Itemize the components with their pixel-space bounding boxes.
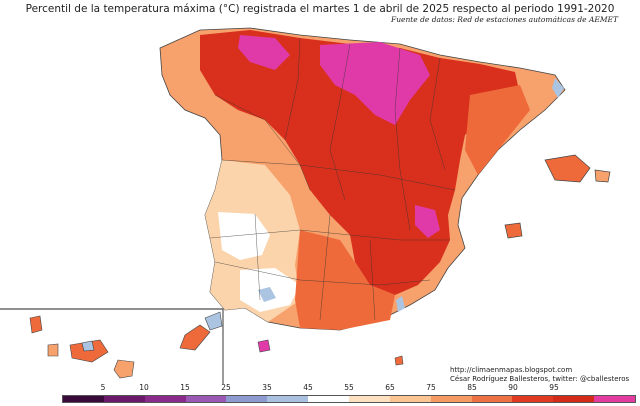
legend-tick: 75	[426, 383, 436, 392]
map-title: Percentil de la temperatura máxima (°C) …	[25, 3, 615, 15]
legend-tick: 90	[508, 383, 518, 392]
legend-tick: 45	[303, 383, 313, 392]
legend-swatch	[103, 396, 145, 402]
canary-islands	[29, 311, 223, 379]
credit-author: César Rodríguez Ballesteros, twitter: @c…	[450, 375, 630, 383]
legend-swatch	[389, 396, 431, 402]
legend-tick: 55	[344, 383, 354, 392]
med-high-zone	[295, 85, 530, 330]
legend-swatch	[594, 396, 636, 402]
legend-swatch	[185, 396, 227, 402]
legend-swatch	[512, 396, 554, 402]
data-source-note: Fuente de datos: Red de estaciones autom…	[390, 15, 618, 24]
legend-tick: 85	[467, 383, 477, 392]
legend-swatch	[471, 396, 513, 402]
legend-tick: 10	[139, 383, 149, 392]
legend-tick: 65	[385, 383, 395, 392]
legend-swatch	[267, 396, 309, 402]
legend-tick-labels: 5 10 15 25 35 45 55 65 75 85 90 95	[62, 383, 636, 394]
legend-swatch	[553, 396, 595, 402]
canary-inset-frame	[0, 308, 224, 384]
legend-color-bar	[62, 395, 636, 403]
legend-swatch	[430, 396, 472, 402]
near-normal-zone	[218, 212, 300, 312]
legend-swatch	[349, 396, 390, 402]
melilla	[394, 355, 404, 366]
high-percentile-zone	[200, 30, 520, 295]
legend-swatch	[226, 396, 268, 402]
legend-tick: 35	[262, 383, 272, 392]
province-borders	[209, 37, 456, 321]
legend-tick: 15	[180, 383, 190, 392]
very-high-percentile-zone	[238, 35, 440, 238]
balearic-islands	[504, 154, 611, 239]
legend-tick: 25	[221, 383, 231, 392]
legend-swatch	[63, 396, 104, 402]
legend-swatch	[308, 396, 350, 402]
legend-tick: 5	[100, 383, 106, 392]
credit-url[interactable]: http://climaenmapas.blogspot.com	[450, 366, 573, 374]
ceuta	[257, 339, 271, 353]
legend-tick: 95	[549, 383, 559, 392]
legend-swatch	[144, 396, 186, 402]
